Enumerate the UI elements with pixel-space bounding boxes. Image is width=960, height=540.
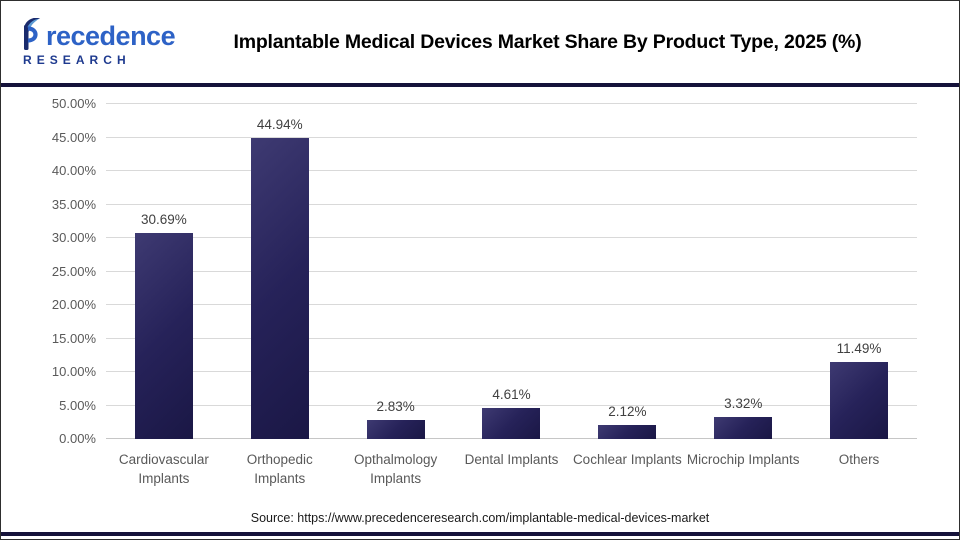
logo-subtext: RESEARCH (23, 52, 131, 67)
bar-slot-opthalmology-implants: 2.83% Opthalmology Implants (338, 104, 454, 486)
bar-value-label: 11.49% (836, 341, 882, 357)
y-axis-tick-label: 40.00% (51, 163, 96, 178)
y-axis-tick-label: 35.00% (51, 196, 96, 212)
x-axis-category-label: Cardiovascular Implants (118, 452, 209, 486)
bar-cochlear-implants (598, 424, 657, 439)
x-axis-category-label: Cochlear Implants (572, 452, 682, 467)
bar-value-label: 3.32% (724, 395, 763, 411)
precedence-research-logo: recedence RESEARCH (1, 17, 191, 67)
gridline (106, 371, 917, 372)
header-divider (1, 83, 959, 87)
y-axis-tick-label: 30.00% (51, 230, 96, 245)
gridline (106, 103, 917, 104)
bar-opthalmology-implants (366, 420, 425, 439)
y-axis-tick-label: 50.00% (51, 96, 96, 111)
bar-value-label: 4.61% (492, 387, 531, 403)
bar-slot-others: 11.49% Others (801, 104, 917, 467)
chart-region: 0.00% 5.00% 10.00% 15.00% 20.00% 25.00% 30.00%… (1, 87, 959, 534)
gridline (106, 170, 917, 171)
y-axis-tick-label: 20.00% (51, 297, 96, 312)
logo-text: recedence (46, 20, 176, 51)
y-axis-tick-label: 15.00% (51, 330, 96, 346)
chart-title: Implantable Medical Devices Market Share… (233, 30, 862, 53)
gridline (106, 404, 917, 406)
gridline (106, 304, 917, 305)
logo-wordmark: recedence (21, 17, 191, 51)
y-axis-tick-label: 25.00% (51, 263, 96, 279)
y-axis-tick-label: 0.00% (59, 431, 96, 446)
bar-orthopedic-implants (250, 137, 309, 439)
bar-value-label: 2.83% (376, 399, 415, 415)
x-axis-category-label: Microchip Implants (686, 452, 800, 467)
gridline (106, 270, 917, 272)
header: recedence RESEARCH Implantable Medical D… (1, 1, 959, 83)
source-attribution: Source: https://www.precedenceresearch.c… (250, 511, 710, 525)
bar-value-label: 44.94% (256, 116, 303, 132)
logo-leaf-p-icon (24, 17, 41, 50)
bar-dental-implants (482, 408, 541, 439)
y-axis-tick-label: 5.00% (59, 397, 96, 413)
x-axis-category-label: Others (838, 452, 880, 467)
gridline (106, 237, 917, 238)
gridline (106, 337, 917, 339)
bar-others (830, 362, 889, 439)
plot-area: 0.00% 5.00% 10.00% 15.00% 20.00% 25.00% 30.00%… (52, 96, 917, 486)
bar-slot-cardiovascular-implants: 30.69% Cardiovascular Implants (106, 104, 222, 486)
gridline (106, 203, 917, 205)
x-axis-category-label: Dental Implants (464, 452, 559, 467)
title-area: Implantable Medical Devices Market Share… (191, 31, 959, 54)
bar-value-label: 30.69% (141, 212, 187, 228)
x-axis-category-label: Orthopedic Implants (246, 452, 313, 486)
footer-accent-bar (1, 532, 959, 536)
bar-slot-microchip-implants: 3.32% Microchip Implants (685, 104, 801, 467)
y-axis-tick-label: 45.00% (51, 129, 96, 145)
bar-slot-cochlear-implants: 2.12% Cochlear Implants (569, 104, 685, 467)
gridline (106, 136, 917, 138)
y-axis-tick-label: 10.00% (51, 364, 96, 379)
bar-microchip-implants (714, 416, 773, 439)
bar-slot-dental-implants: 4.61% Dental Implants (454, 104, 570, 467)
bar-slot-orthopedic-implants: 44.94% Orthopedic Implants (222, 104, 338, 486)
bar-cardiovascular-implants (134, 233, 193, 439)
bar-value-label: 2.12% (608, 403, 647, 419)
x-axis-category-label: Opthalmology Implants (353, 452, 438, 486)
